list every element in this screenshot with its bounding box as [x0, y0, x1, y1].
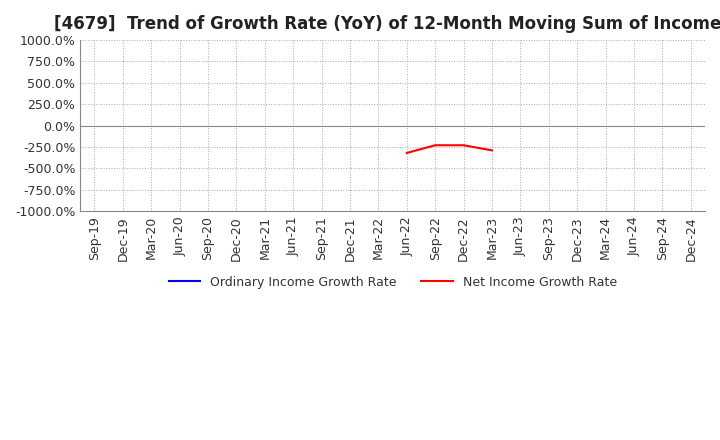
Legend: Ordinary Income Growth Rate, Net Income Growth Rate: Ordinary Income Growth Rate, Net Income …: [163, 271, 621, 294]
Title: [4679]  Trend of Growth Rate (YoY) of 12-Month Moving Sum of Incomes: [4679] Trend of Growth Rate (YoY) of 12-…: [54, 15, 720, 33]
